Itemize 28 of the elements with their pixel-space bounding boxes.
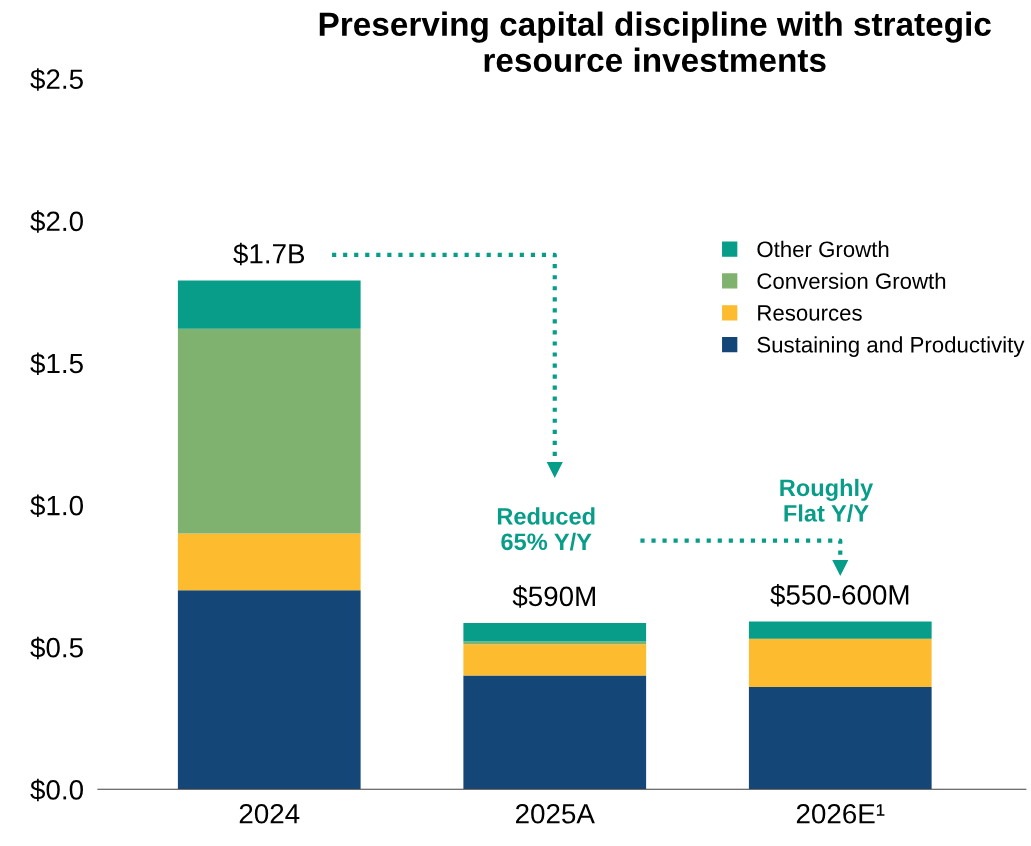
annotation: Reduced 65% Y/Y xyxy=(497,507,595,551)
y-tick-label: $0.0 xyxy=(30,778,83,802)
y-tick-label: $0.5 xyxy=(30,636,83,660)
legend-label: Other Growth xyxy=(757,240,889,258)
bar xyxy=(748,621,932,639)
x-tick-label: 2025A xyxy=(516,803,595,824)
annotation: $550-600M xyxy=(770,583,909,607)
annotation: $590M xyxy=(512,585,595,608)
legend-label: Conversion Growth xyxy=(757,272,946,289)
y-tick-label: $2.0 xyxy=(30,210,83,233)
y-tick-label: $2.5 xyxy=(30,68,83,91)
bar xyxy=(177,280,361,329)
y-tick-label: $1.5 xyxy=(30,352,83,375)
x-tick-label: 2026E¹ xyxy=(796,803,885,824)
bar xyxy=(748,686,932,790)
bar xyxy=(177,533,361,591)
bar xyxy=(748,638,932,687)
annotation: $1.7B xyxy=(233,242,305,266)
bar xyxy=(463,675,647,790)
legend-label: Sustaining and Productivity xyxy=(757,336,1025,357)
chart-title: Preserving capital discipline with strategic resource investments xyxy=(319,11,991,73)
x-tick-label: 2024 xyxy=(239,803,300,824)
bar xyxy=(463,644,647,676)
y-tick-label: $1.0 xyxy=(30,494,83,518)
annotation: Roughly Flat Y/Y xyxy=(780,478,874,522)
bar xyxy=(177,590,361,790)
bar xyxy=(463,623,647,642)
legend-label: Resources xyxy=(758,305,862,321)
